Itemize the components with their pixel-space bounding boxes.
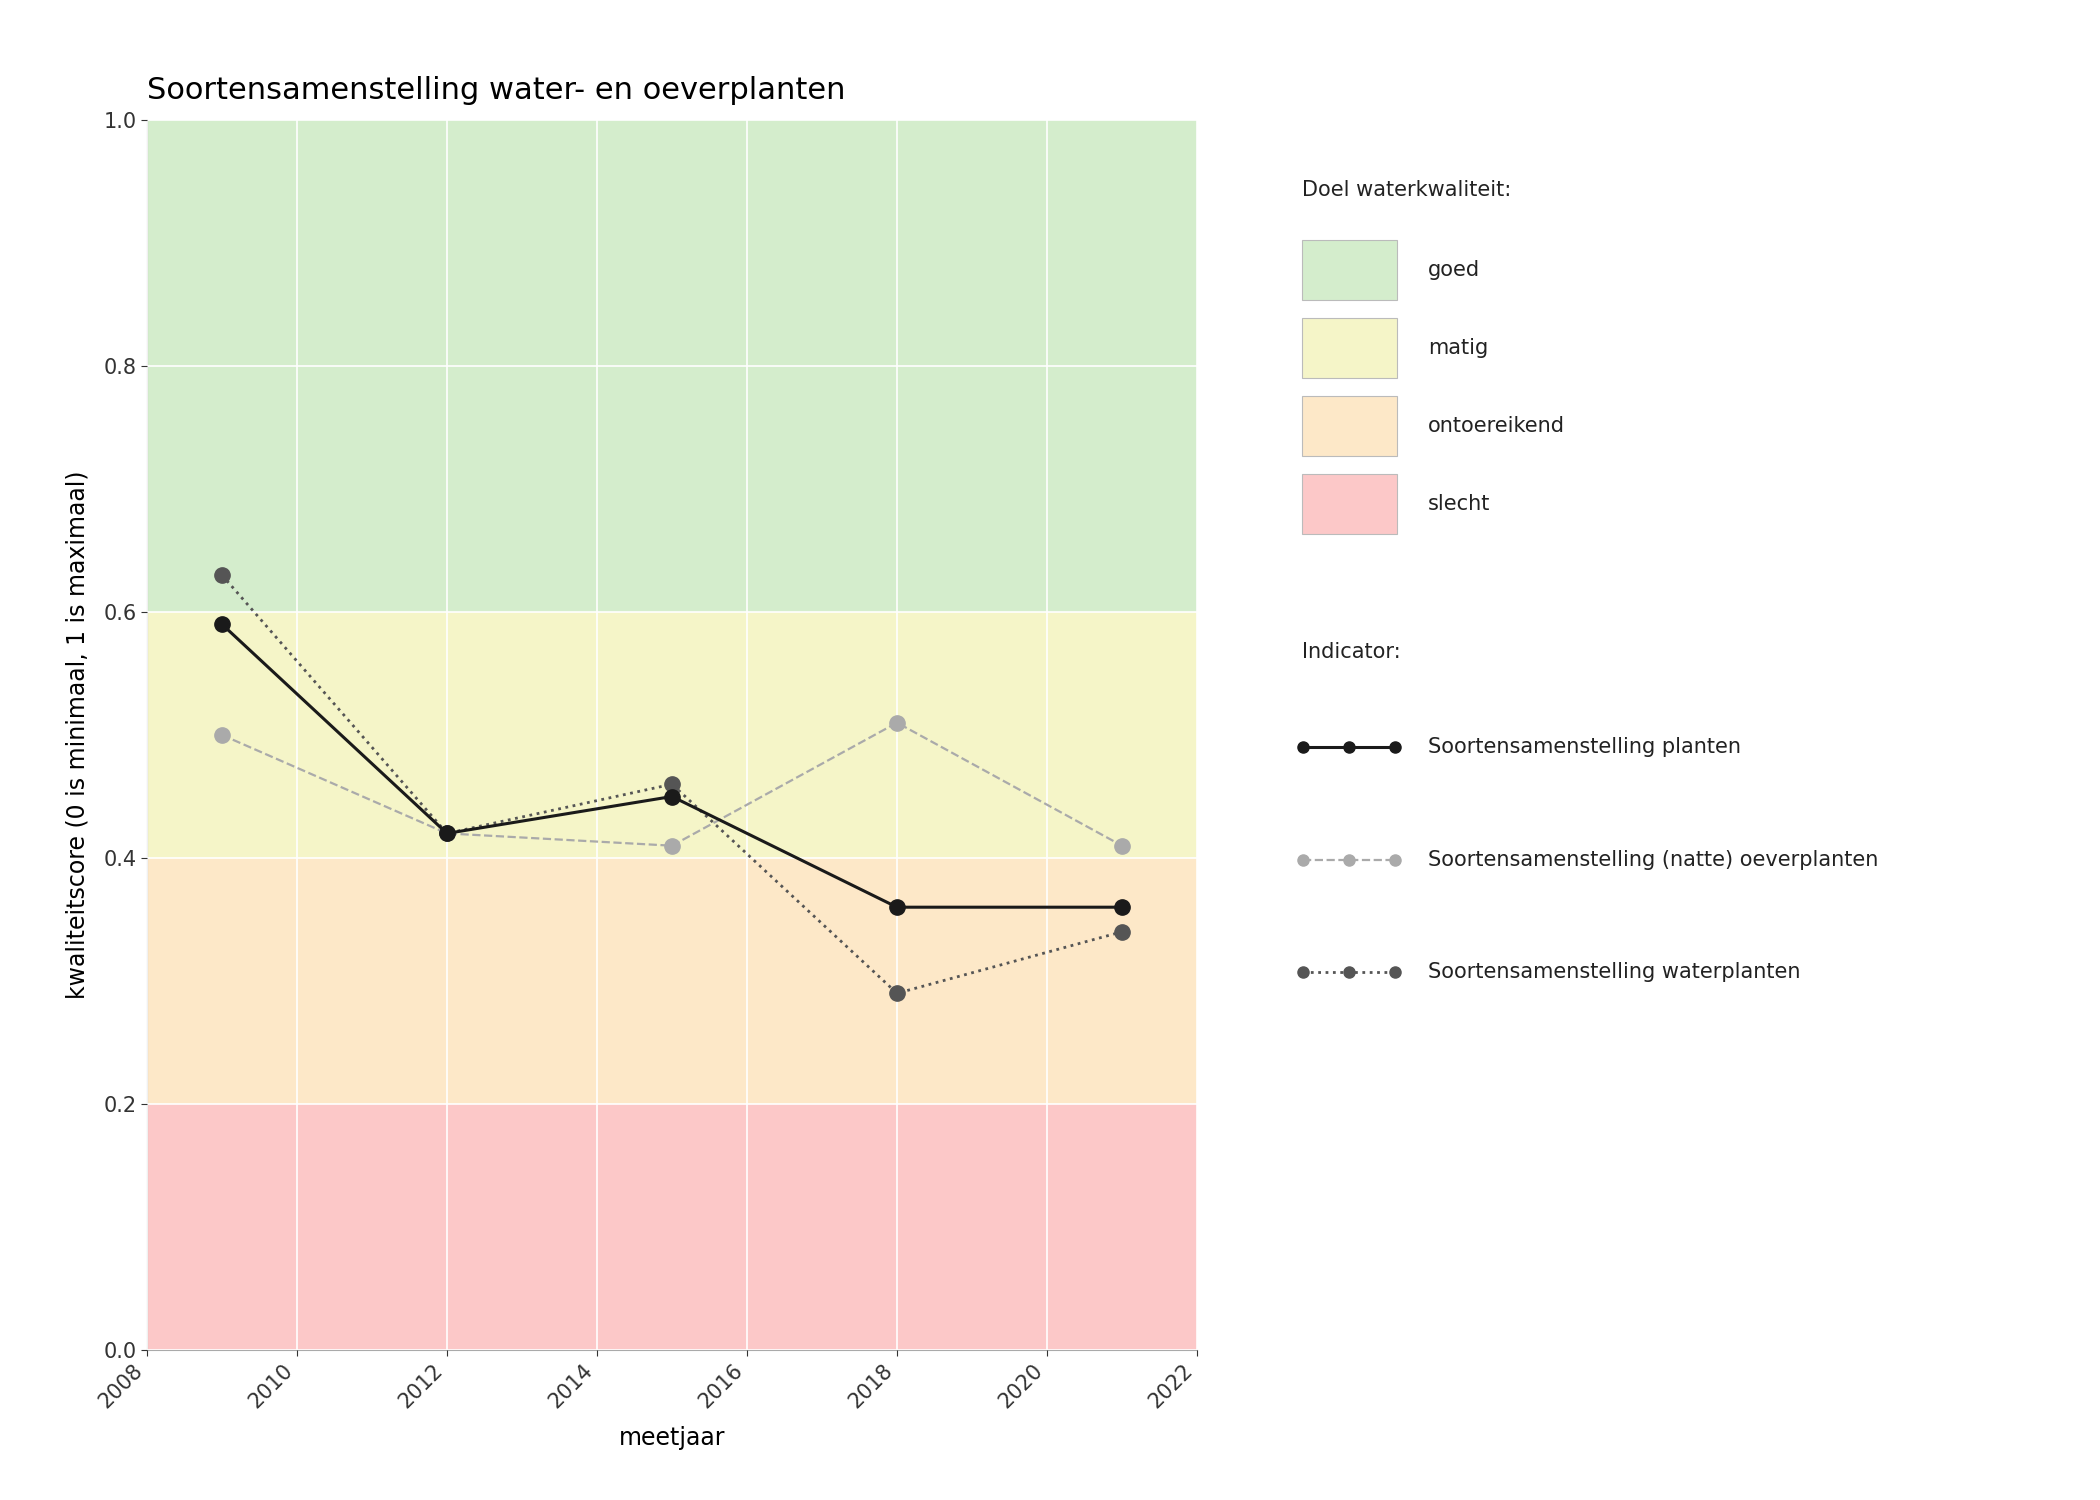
Bar bbox=[147, 612, 1197, 858]
Text: Doel waterkwaliteit:: Doel waterkwaliteit: bbox=[1302, 180, 1512, 200]
Bar bbox=[147, 120, 1197, 612]
Text: slecht: slecht bbox=[1428, 494, 1491, 514]
Y-axis label: kwaliteitscore (0 is minimaal, 1 is maximaal): kwaliteitscore (0 is minimaal, 1 is maxi… bbox=[65, 471, 90, 999]
Bar bbox=[147, 1104, 1197, 1350]
Bar bbox=[147, 858, 1197, 1104]
Text: goed: goed bbox=[1428, 260, 1480, 280]
Text: ontoereikend: ontoereikend bbox=[1428, 416, 1564, 436]
Text: Soortensamenstelling waterplanten: Soortensamenstelling waterplanten bbox=[1428, 962, 1800, 982]
Text: Indicator:: Indicator: bbox=[1302, 642, 1401, 662]
Text: Soortensamenstelling (natte) oeverplanten: Soortensamenstelling (natte) oeverplante… bbox=[1428, 849, 1877, 870]
X-axis label: meetjaar: meetjaar bbox=[620, 1426, 724, 1450]
Text: Soortensamenstelling water- en oeverplanten: Soortensamenstelling water- en oeverplan… bbox=[147, 76, 846, 105]
Text: matig: matig bbox=[1428, 338, 1489, 358]
Text: Soortensamenstelling planten: Soortensamenstelling planten bbox=[1428, 736, 1741, 758]
